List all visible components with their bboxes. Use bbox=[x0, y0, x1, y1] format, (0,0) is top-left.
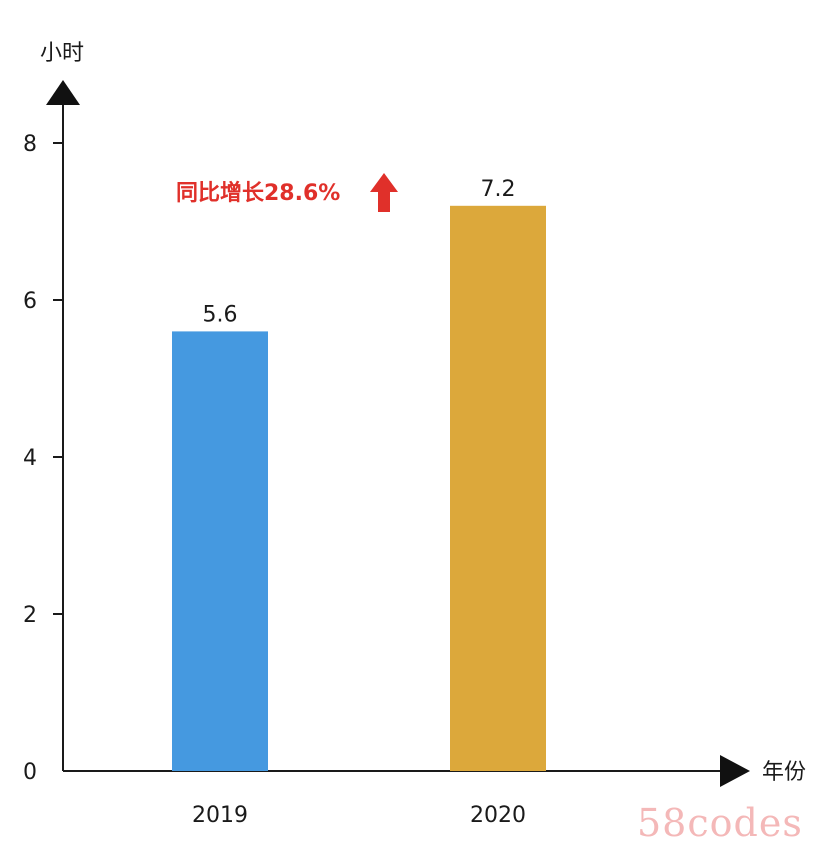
bars bbox=[172, 205, 546, 772]
up-arrow-icon bbox=[370, 173, 398, 212]
x-axis-title: 年份 bbox=[762, 760, 806, 785]
x-tick-label-2019: 2019 bbox=[192, 803, 248, 828]
bar-2019 bbox=[172, 331, 268, 771]
y-tick-label: 6 bbox=[23, 289, 37, 314]
data-labels: 5.6 7.2 bbox=[203, 177, 516, 328]
data-label-2019: 5.6 bbox=[203, 302, 238, 327]
y-axis-arrow-icon bbox=[46, 80, 80, 105]
y-tick-label: 2 bbox=[23, 603, 37, 628]
bar-2020 bbox=[450, 205, 546, 772]
y-tick-label: 4 bbox=[23, 446, 37, 471]
watermark-text: 58codes bbox=[637, 801, 803, 845]
y-tick-label: 0 bbox=[23, 760, 37, 785]
y-ticks: 0 2 4 6 8 bbox=[23, 132, 63, 785]
y-axis-title: 小时 bbox=[40, 41, 84, 66]
growth-annotation: 同比增长28.6% bbox=[176, 180, 340, 206]
data-label-2020: 7.2 bbox=[481, 177, 516, 202]
x-axis-arrow-icon bbox=[720, 755, 750, 787]
y-tick-label: 8 bbox=[23, 132, 37, 157]
x-tick-label-2020: 2020 bbox=[470, 803, 526, 828]
category-labels: 2019 2020 bbox=[192, 803, 526, 828]
